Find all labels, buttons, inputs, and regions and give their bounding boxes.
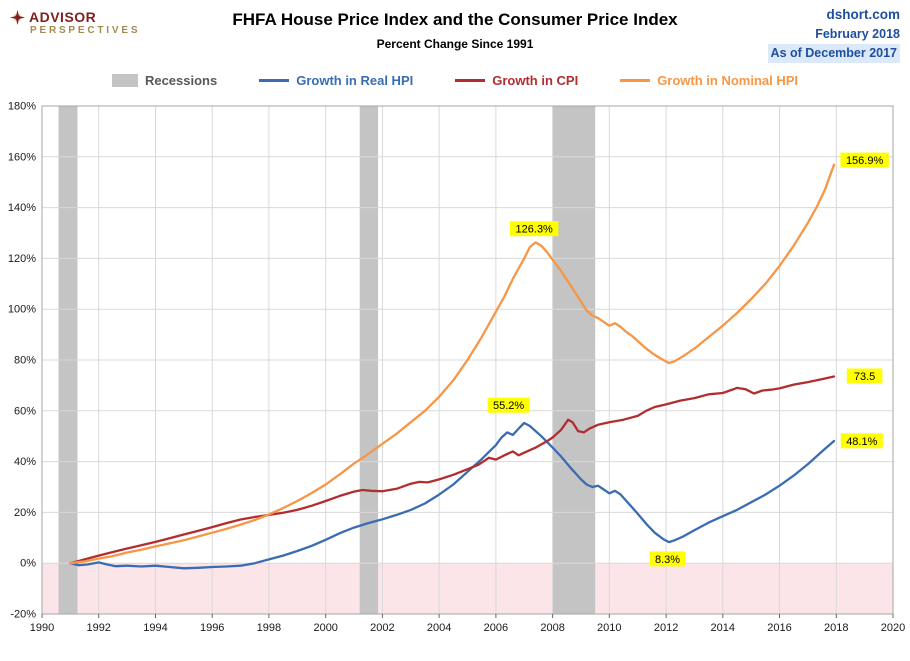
x-axis-label: 1998 — [257, 622, 281, 634]
svg-text:8.3%: 8.3% — [655, 554, 680, 566]
below-zero-region — [42, 563, 893, 614]
y-axis-label: 140% — [8, 202, 36, 214]
x-axis-label: 2012 — [654, 622, 678, 634]
legend-item-recessions: Recessions — [111, 72, 218, 88]
series-growth-in-nominal-hpi — [69, 163, 836, 565]
x-axis-label: 2016 — [767, 622, 791, 634]
plot-border — [41, 105, 894, 615]
y-axis-label: 60% — [14, 405, 36, 417]
data-label-73-5: 73.5 — [846, 368, 883, 384]
title-block: FHFA House Price Index and the Consumer … — [0, 10, 910, 51]
legend-item-real-hpi: Growth in Real HPI — [259, 73, 413, 88]
publish-date: February 2018 — [815, 27, 900, 42]
x-axis-label: 2020 — [881, 622, 905, 634]
x-axis-label: 1996 — [200, 622, 224, 634]
y-axis-label: 180% — [8, 101, 36, 113]
x-axis-label: 2004 — [427, 622, 451, 634]
advisor-perspectives-logo: ADVISOR PERSPECTIVES — [10, 9, 140, 37]
data-label-156-9-: 156.9% — [840, 152, 889, 168]
data-label-48-1-: 48.1% — [840, 433, 883, 449]
source-block: dshort.com February 2018 As of December … — [767, 5, 900, 63]
y-axis-label: 160% — [8, 151, 36, 163]
x-axis-label: 2002 — [370, 622, 394, 634]
legend-label-cpi: Growth in CPI — [492, 72, 579, 88]
line-chart: 1990 1992 1994 1996 1998 2000 2002 2004 2006 2008… — [8, 101, 905, 635]
x-axis: 1990 1992 1994 1996 1998 2000 2002 2004 2006 2008… — [30, 614, 905, 634]
legend-label-nominal-hpi: Growth in Nominal HPI — [657, 72, 799, 88]
series-growth-in-real-hpi — [69, 421, 836, 570]
x-axis-label: 2018 — [824, 622, 848, 634]
y-axis-label: 100% — [8, 304, 36, 316]
data-label-8-3-: 8.3% — [649, 551, 686, 567]
y-axis-label: 80% — [14, 355, 36, 367]
x-axis-label: 2010 — [597, 622, 621, 634]
svg-text:126.3%: 126.3% — [516, 224, 554, 236]
data-label-55-2-: 55.2% — [487, 397, 530, 413]
series-growth-in-cpi — [69, 375, 836, 565]
y-axis-label: 120% — [8, 253, 36, 265]
svg-text:156.9%: 156.9% — [846, 155, 884, 167]
chart-header: ADVISOR PERSPECTIVES FHFA House Price In… — [0, 0, 910, 63]
legend-item-nominal-hpi: Growth in Nominal HPI — [620, 73, 798, 88]
svg-text:55.2%: 55.2% — [493, 400, 524, 412]
svg-text:48.1%: 48.1% — [846, 436, 877, 448]
cpi-line-swatch — [455, 78, 486, 82]
y-axis-label: 20% — [14, 507, 36, 519]
x-axis-label: 1992 — [86, 622, 110, 634]
svg-text:73.5: 73.5 — [854, 371, 875, 383]
compass-rose-icon — [10, 9, 25, 25]
x-axis-label: 2006 — [484, 622, 508, 634]
x-axis-label: 2000 — [313, 622, 337, 634]
legend-label-real-hpi: Growth in Real HPI — [296, 72, 414, 88]
page-subtitle: Percent Change Since 1991 — [376, 37, 534, 51]
logo-text-perspectives: PERSPECTIVES — [30, 25, 141, 37]
x-axis-label: 1994 — [143, 622, 167, 634]
y-axis-label: 0% — [20, 558, 36, 570]
page-title: FHFA House Price Index and the Consumer … — [232, 10, 678, 29]
legend-label-recessions: Recessions — [144, 72, 218, 88]
chart-legend: Recessions Growth in Real HPI Growth in … — [0, 68, 910, 92]
real-hpi-line-swatch — [259, 78, 290, 82]
y-axis: 180% 160% 140% 120% 100% 80% 60% 40% 20% 0% -20% — [8, 101, 36, 621]
logo-text-advisor: ADVISOR — [29, 9, 97, 25]
x-axis-label: 2008 — [540, 622, 564, 634]
source-link[interactable]: dshort.com — [826, 7, 900, 22]
x-axis-label: 1990 — [30, 622, 54, 634]
nominal-hpi-line-swatch — [620, 78, 651, 82]
as-of-date: As of December 2017 — [767, 44, 900, 63]
y-axis-label: 40% — [14, 456, 36, 468]
y-axis-label: -20% — [10, 609, 36, 621]
x-axis-label: 2014 — [711, 622, 735, 634]
recession-swatch — [111, 73, 138, 87]
data-label-126-3-: 126.3% — [510, 221, 559, 237]
legend-item-cpi: Growth in CPI — [455, 73, 578, 88]
